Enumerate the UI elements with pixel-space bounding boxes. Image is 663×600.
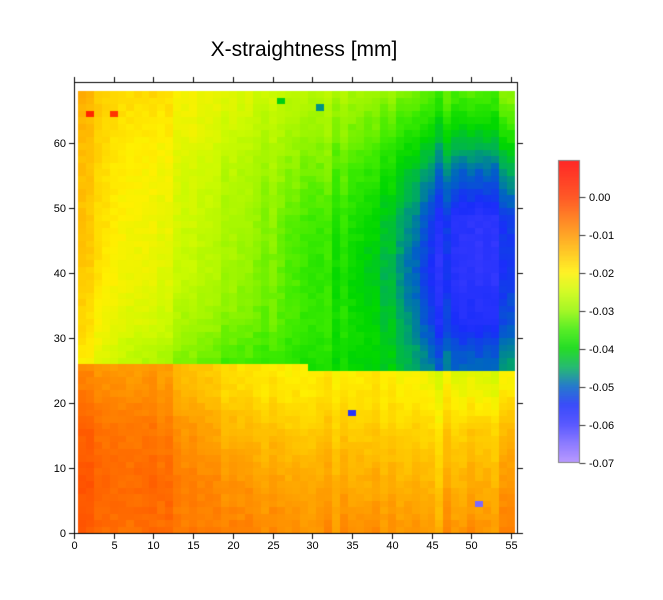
x-tick-label: 5 <box>111 540 118 552</box>
colorbar-tick-label: -0.07 <box>589 457 615 470</box>
x-tick-label: 10 <box>147 540 160 552</box>
x-tick-label: 0 <box>71 540 78 552</box>
y-tick-label: 20 <box>53 397 66 410</box>
colorbar-tick-label: -0.06 <box>589 419 615 432</box>
x-tick-label: 15 <box>187 540 200 552</box>
y-tick-label: 30 <box>53 332 66 345</box>
x-tick-label: 50 <box>465 540 478 552</box>
colorbar-tick-label: -0.05 <box>589 381 615 394</box>
x-tick-label: 35 <box>346 540 359 552</box>
colorbar-tick-label: -0.04 <box>589 343 615 356</box>
x-tick-label: 30 <box>306 540 319 552</box>
y-tick-label: 50 <box>53 202 66 215</box>
colorbar-tick-label: -0.03 <box>589 305 615 318</box>
y-tick-label: 60 <box>53 137 66 150</box>
x-tick-label: 20 <box>227 540 240 552</box>
x-tick-label: 45 <box>426 540 439 552</box>
x-tick-label: 25 <box>267 540 280 552</box>
colorbar-tick-label: -0.02 <box>589 267 615 280</box>
colorbar-tick-label: 0.00 <box>589 191 611 204</box>
y-tick-label: 40 <box>53 267 66 280</box>
y-tick-label: 10 <box>53 462 66 475</box>
colorbar-tick-label: -0.01 <box>589 229 615 242</box>
x-tick-label: 40 <box>386 540 399 552</box>
x-tick-label: 55 <box>505 540 518 552</box>
y-tick-label: 0 <box>59 527 66 540</box>
